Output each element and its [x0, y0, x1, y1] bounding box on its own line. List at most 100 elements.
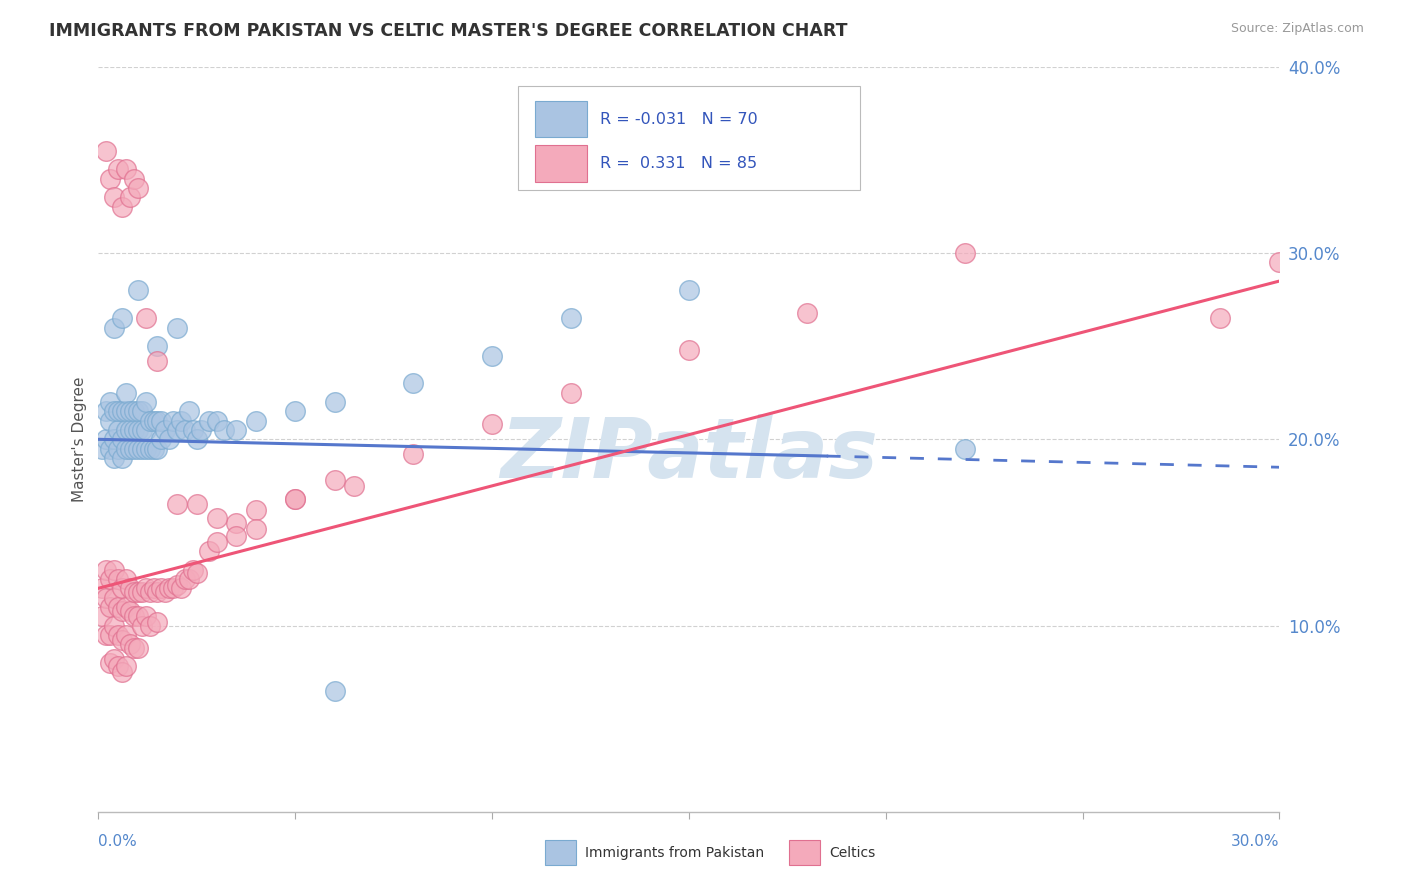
Point: [170, 414, 193, 428]
Text: 30.0%: 30.0%: [1232, 834, 1279, 849]
Text: ZIPatlas: ZIPatlas: [501, 414, 877, 495]
Point: [127, 283, 149, 297]
Point: [107, 404, 129, 418]
Point: [111, 582, 134, 596]
Point: [111, 311, 134, 326]
Point: [177, 404, 200, 418]
Point: [131, 585, 153, 599]
Point: [186, 566, 208, 581]
Point: [146, 585, 169, 599]
Point: [111, 633, 134, 648]
Point: [122, 585, 145, 599]
Point: [138, 618, 160, 632]
Point: [1209, 311, 1232, 326]
Point: [560, 311, 582, 326]
Point: [96, 404, 118, 418]
Point: [111, 432, 134, 446]
Point: [118, 190, 141, 204]
Text: IMMIGRANTS FROM PAKISTAN VS CELTIC MASTER'S DEGREE CORRELATION CHART: IMMIGRANTS FROM PAKISTAN VS CELTIC MASTE…: [49, 22, 848, 40]
Point: [127, 181, 149, 195]
Point: [402, 376, 425, 391]
Point: [157, 432, 180, 446]
Point: [481, 349, 503, 363]
Point: [103, 190, 125, 204]
Point: [107, 423, 129, 437]
Point: [131, 618, 153, 632]
Point: [127, 609, 149, 624]
Point: [197, 544, 219, 558]
Point: [205, 510, 228, 524]
Point: [135, 395, 157, 409]
Point: [1268, 255, 1291, 269]
Point: [181, 563, 204, 577]
Point: [103, 320, 125, 334]
Point: [170, 582, 193, 596]
Point: [122, 640, 145, 655]
Point: [953, 442, 976, 456]
Point: [402, 447, 425, 461]
Point: [118, 404, 141, 418]
Point: [162, 582, 184, 596]
Point: [115, 659, 138, 673]
Point: [142, 414, 165, 428]
Point: [118, 637, 141, 651]
FancyBboxPatch shape: [536, 101, 588, 137]
Point: [127, 423, 149, 437]
Point: [127, 404, 149, 418]
Point: [103, 563, 125, 577]
Point: [127, 585, 149, 599]
Point: [131, 423, 153, 437]
Point: [146, 339, 169, 353]
Point: [107, 442, 129, 456]
Point: [122, 171, 145, 186]
Point: [96, 432, 118, 446]
Point: [284, 491, 307, 506]
Point: [115, 385, 138, 400]
Point: [135, 423, 157, 437]
Point: [323, 395, 346, 409]
Point: [131, 442, 153, 456]
Point: [155, 585, 177, 599]
Point: [214, 423, 236, 437]
Point: [103, 432, 125, 446]
Point: [107, 572, 129, 586]
Point: [284, 491, 307, 506]
Point: [131, 404, 153, 418]
Point: [98, 442, 121, 456]
Point: [205, 534, 228, 549]
Point: [146, 442, 169, 456]
Point: [107, 659, 129, 673]
Point: [150, 414, 173, 428]
Point: [225, 423, 247, 437]
Point: [107, 162, 129, 177]
Point: [146, 615, 169, 629]
Point: [96, 144, 118, 158]
FancyBboxPatch shape: [517, 86, 860, 190]
Point: [103, 450, 125, 465]
Point: [174, 572, 197, 586]
Point: [115, 423, 138, 437]
Point: [181, 423, 204, 437]
Point: [115, 162, 138, 177]
Point: [166, 423, 188, 437]
Point: [96, 591, 118, 605]
Point: [225, 529, 247, 543]
Point: [111, 404, 134, 418]
Point: [284, 404, 307, 418]
Point: [96, 563, 118, 577]
Point: [103, 652, 125, 666]
Point: [111, 604, 134, 618]
Text: Immigrants from Pakistan: Immigrants from Pakistan: [585, 846, 763, 860]
Point: [127, 442, 149, 456]
Point: [111, 665, 134, 679]
Point: [122, 442, 145, 456]
Point: [122, 423, 145, 437]
Point: [118, 604, 141, 618]
Point: [127, 640, 149, 655]
Point: [91, 582, 114, 596]
Point: [115, 599, 138, 614]
Point: [146, 354, 169, 368]
Point: [107, 628, 129, 642]
Point: [678, 343, 700, 357]
Point: [135, 311, 157, 326]
